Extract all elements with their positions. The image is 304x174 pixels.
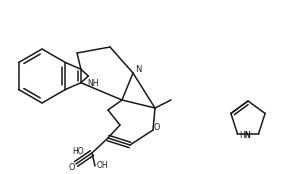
- Text: O: O: [154, 122, 160, 132]
- Text: N: N: [244, 131, 250, 140]
- Text: HN: HN: [239, 131, 250, 140]
- Text: HO: HO: [72, 147, 84, 156]
- Text: O: O: [69, 164, 75, 172]
- Text: NH: NH: [88, 78, 99, 88]
- Text: OH: OH: [97, 161, 109, 171]
- Text: N: N: [135, 65, 141, 74]
